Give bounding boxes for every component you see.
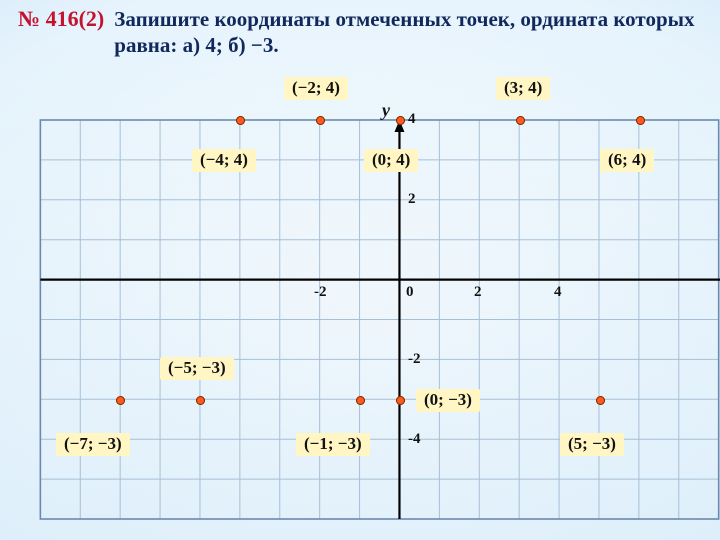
point-label: (6; 4) bbox=[600, 149, 654, 172]
data-point bbox=[236, 116, 245, 125]
x-tick: 4 bbox=[554, 284, 562, 301]
data-point bbox=[116, 396, 125, 405]
data-point bbox=[196, 396, 205, 405]
y-tick: -4 bbox=[408, 431, 421, 448]
coordinate-chart: yx-202442-2-4(−4; 4)(−2; 4)(0; 4)(3; 4)(… bbox=[40, 120, 720, 520]
data-point bbox=[596, 396, 605, 405]
point-label: (3; 4) bbox=[496, 77, 550, 100]
data-point bbox=[396, 396, 405, 405]
x-tick: 0 bbox=[406, 284, 414, 301]
point-label: (0; 4) bbox=[364, 149, 418, 172]
exercise-number: № 416(2) bbox=[18, 6, 104, 32]
data-point bbox=[396, 116, 405, 125]
y-tick: 2 bbox=[408, 191, 416, 208]
data-point bbox=[636, 116, 645, 125]
point-label: (5; −3) bbox=[560, 433, 624, 456]
y-axis-label: y bbox=[382, 100, 390, 121]
point-label: (0; −3) bbox=[416, 389, 480, 412]
x-tick: 2 bbox=[474, 284, 482, 301]
grid-svg bbox=[39, 119, 720, 521]
point-label: (−4; 4) bbox=[192, 149, 256, 172]
x-tick: -2 bbox=[314, 284, 327, 301]
header: № 416(2) Запишите координаты отмеченных … bbox=[0, 6, 720, 59]
point-label: (−5; −3) bbox=[160, 357, 234, 380]
data-point bbox=[516, 116, 525, 125]
task-text: Запишите координаты отмеченных точек, ор… bbox=[114, 6, 720, 59]
data-point bbox=[356, 396, 365, 405]
y-tick: 4 bbox=[408, 111, 416, 128]
data-point bbox=[316, 116, 325, 125]
point-label: (−7; −3) bbox=[56, 433, 130, 456]
point-label: (−1; −3) bbox=[296, 433, 370, 456]
y-tick: -2 bbox=[408, 351, 421, 368]
point-label: (−2; 4) bbox=[284, 77, 348, 100]
